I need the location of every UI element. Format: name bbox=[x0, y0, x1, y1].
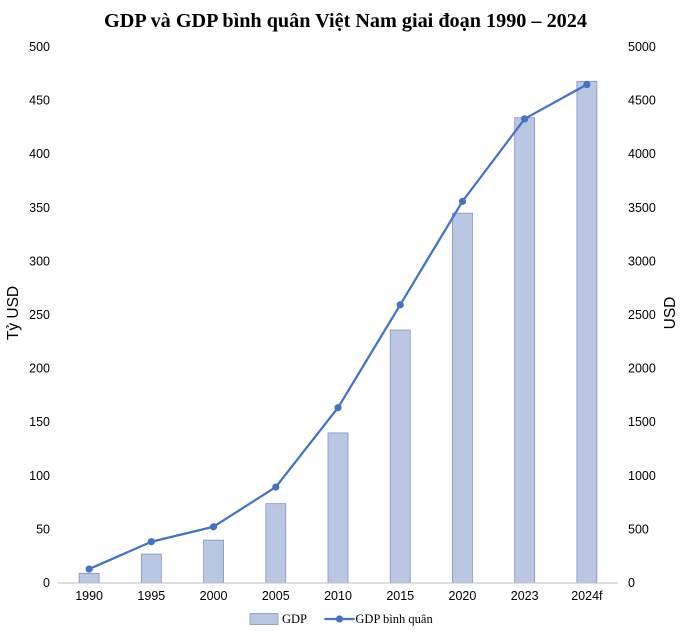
svg-text:250: 250 bbox=[29, 308, 50, 322]
svg-text:0: 0 bbox=[43, 576, 50, 590]
svg-text:USD: USD bbox=[662, 297, 679, 330]
svg-text:2023: 2023 bbox=[511, 589, 539, 603]
svg-text:GDP bình quân: GDP bình quân bbox=[355, 612, 433, 626]
svg-text:GDP: GDP bbox=[282, 612, 307, 626]
svg-text:150: 150 bbox=[29, 415, 50, 429]
svg-text:Tỷ USD: Tỷ USD bbox=[5, 286, 22, 340]
svg-text:2010: 2010 bbox=[324, 589, 352, 603]
svg-text:2500: 2500 bbox=[628, 308, 656, 322]
svg-text:350: 350 bbox=[29, 201, 50, 215]
svg-text:4500: 4500 bbox=[628, 94, 656, 108]
svg-text:2005: 2005 bbox=[262, 589, 290, 603]
svg-text:1995: 1995 bbox=[137, 589, 165, 603]
svg-text:200: 200 bbox=[29, 362, 50, 376]
svg-text:2020: 2020 bbox=[449, 589, 477, 603]
svg-text:0: 0 bbox=[628, 576, 635, 590]
svg-text:3500: 3500 bbox=[628, 201, 656, 215]
svg-text:400: 400 bbox=[29, 147, 50, 161]
svg-text:2015: 2015 bbox=[386, 589, 414, 603]
svg-text:450: 450 bbox=[29, 94, 50, 108]
svg-text:3000: 3000 bbox=[628, 254, 656, 268]
svg-text:50: 50 bbox=[36, 522, 50, 536]
svg-text:4000: 4000 bbox=[628, 147, 656, 161]
svg-text:1990: 1990 bbox=[75, 589, 103, 603]
svg-text:300: 300 bbox=[29, 254, 50, 268]
svg-text:2000: 2000 bbox=[628, 362, 656, 376]
svg-text:1500: 1500 bbox=[628, 415, 656, 429]
svg-text:1000: 1000 bbox=[628, 469, 656, 483]
svg-text:2024f: 2024f bbox=[571, 589, 603, 603]
svg-text:100: 100 bbox=[29, 469, 50, 483]
svg-text:500: 500 bbox=[628, 522, 649, 536]
svg-text:2000: 2000 bbox=[200, 589, 228, 603]
svg-text:5000: 5000 bbox=[628, 40, 656, 54]
svg-text:500: 500 bbox=[29, 40, 50, 54]
